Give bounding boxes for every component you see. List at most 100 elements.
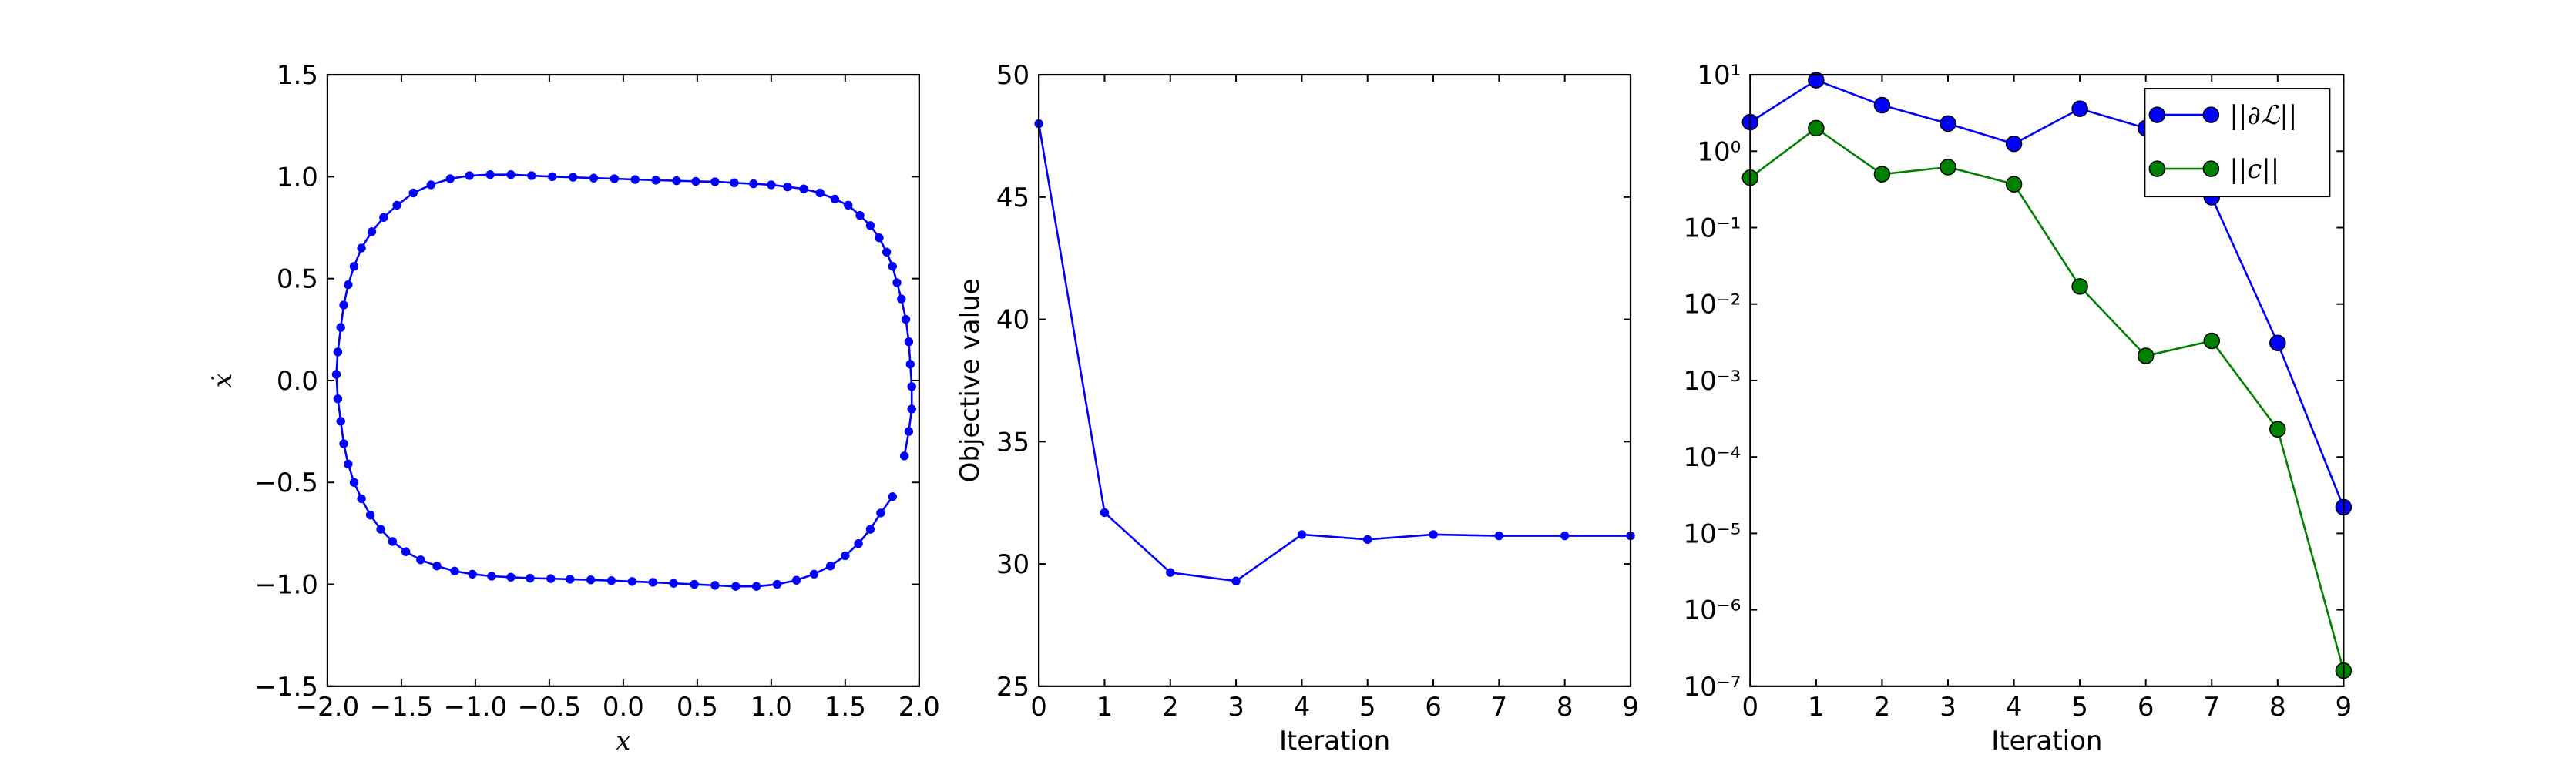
data-point	[392, 200, 401, 210]
data-point	[710, 581, 720, 590]
data-point	[365, 510, 375, 520]
legend-box	[2144, 88, 2331, 198]
x-tick-label: 8	[2269, 692, 2286, 723]
data-point	[1940, 159, 1956, 176]
x-tick-label: 5	[2071, 692, 2088, 723]
data-point	[855, 210, 865, 220]
data-point	[783, 182, 792, 192]
data-point	[506, 169, 516, 179]
y-tick-label: 10⁻³	[1683, 366, 1741, 397]
y-axis-label: ẋ	[207, 373, 238, 387]
data-point	[344, 280, 353, 290]
data-point	[2071, 278, 2088, 295]
legend-marker	[2148, 106, 2166, 123]
data-point	[904, 337, 914, 347]
data-point	[566, 575, 575, 584]
y-tick-label: 45	[996, 183, 1029, 213]
axes-frame	[1038, 73, 1632, 687]
x-tick-label: 7	[2203, 692, 2220, 723]
data-point	[2005, 135, 2023, 153]
data-point	[357, 494, 366, 504]
x-tick-label: 8	[1557, 692, 1573, 723]
data-point	[336, 323, 345, 332]
data-point	[904, 427, 914, 436]
data-point	[357, 243, 366, 253]
y-tick-label: 10⁻⁵	[1683, 518, 1741, 549]
data-point	[901, 314, 911, 324]
legend-label: ||∂ℒ||	[2229, 100, 2297, 131]
data-point	[1494, 531, 1504, 541]
axes-frame	[1749, 73, 2345, 687]
y-tick-label: 10⁻⁶	[1683, 595, 1741, 626]
data-point	[841, 551, 850, 561]
y-tick-label: 10¹	[1697, 60, 1741, 91]
data-point	[445, 174, 455, 183]
series-line	[1750, 79, 2344, 508]
data-point	[830, 194, 840, 204]
data-point	[730, 178, 739, 188]
data-point	[799, 184, 808, 193]
y-tick-label: 50	[996, 60, 1029, 91]
y-tick-label: 40	[996, 305, 1029, 336]
x-axis-label: Iteration	[1991, 726, 2102, 755]
data-point	[589, 173, 599, 183]
data-point	[907, 382, 916, 391]
data-point	[672, 176, 681, 186]
data-point	[2005, 176, 2023, 193]
data-point	[526, 573, 535, 583]
x-tick-label: −2.0	[296, 692, 360, 723]
data-point	[749, 179, 758, 189]
x-tick-label: 0	[1030, 692, 1047, 723]
data-point	[408, 188, 418, 198]
axes-frame	[326, 73, 920, 687]
data-point	[349, 478, 359, 487]
data-point	[468, 569, 477, 579]
data-point	[1873, 166, 1891, 183]
y-tick-label: 10⁻¹	[1683, 213, 1741, 244]
data-point	[899, 451, 909, 461]
data-point	[586, 575, 596, 585]
y-tick-label: 10⁰	[1697, 136, 1741, 167]
series-line	[1750, 126, 2344, 671]
data-point	[865, 525, 875, 534]
y-tick-label: 25	[996, 672, 1029, 703]
x-tick-label: 2.0	[898, 692, 940, 723]
data-point	[465, 171, 474, 180]
data-point	[1873, 96, 1891, 114]
x-tick-label: 1	[1808, 692, 1825, 723]
x-axis-label: x	[616, 726, 630, 755]
data-point	[506, 572, 516, 582]
x-tick-label: 9	[2336, 692, 2353, 723]
data-point	[2203, 332, 2220, 350]
x-tick-label: 3	[1940, 692, 1956, 723]
data-point	[546, 574, 556, 583]
data-point	[487, 572, 496, 581]
data-point	[606, 576, 616, 585]
data-point	[349, 262, 359, 271]
data-point	[815, 188, 825, 198]
x-axis-label: Iteration	[1279, 726, 1390, 755]
data-point	[333, 394, 343, 404]
x-tick-label: 6	[1425, 692, 1442, 723]
data-point	[627, 577, 637, 586]
data-point	[854, 538, 863, 548]
y-axis-label: Objective value	[955, 278, 986, 482]
legend-marker	[2202, 160, 2220, 177]
data-point	[710, 177, 720, 186]
legend-marker	[2202, 106, 2220, 123]
data-point	[426, 180, 436, 190]
data-point	[336, 417, 345, 426]
data-point	[630, 175, 640, 184]
data-point	[897, 294, 906, 304]
data-point	[772, 579, 782, 589]
x-tick-label: 1	[1097, 692, 1113, 723]
x-tick-label: −0.5	[518, 692, 582, 723]
data-point	[731, 582, 741, 591]
data-point	[1808, 119, 1825, 137]
data-point	[825, 561, 835, 571]
data-point	[450, 566, 459, 576]
data-point	[1940, 115, 1956, 132]
data-point	[882, 247, 892, 257]
data-point	[485, 169, 495, 179]
